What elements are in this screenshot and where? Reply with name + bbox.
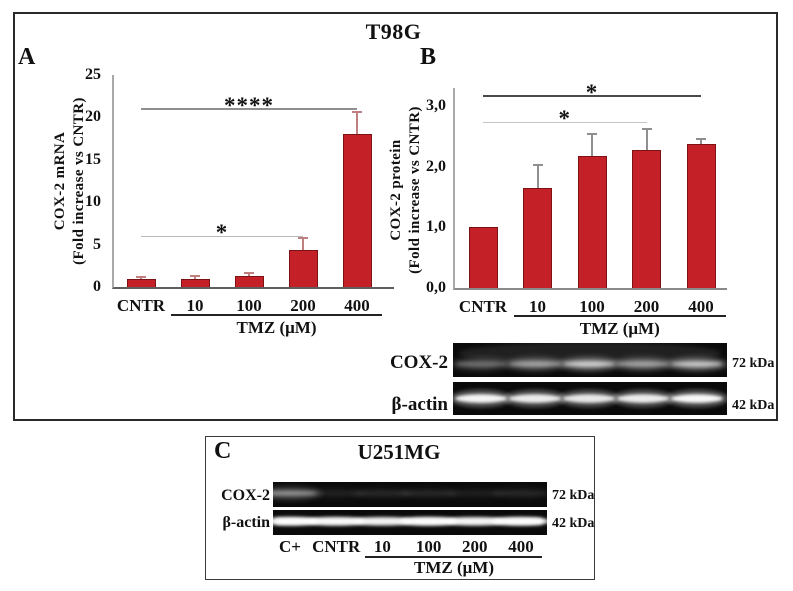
chart-B-x-tick-label-100: 100 (579, 297, 605, 316)
chart-A-error-bar-100 (248, 274, 250, 276)
chart-A-x-tick-label-400: 400 (344, 296, 370, 315)
chart-B-x-tick-label-CNTR: CNTR (458, 297, 508, 316)
chart-B-x-tick-label-400: 400 (688, 297, 714, 316)
chart-B-x-tick-label-200: 200 (633, 297, 660, 316)
u251mg-actin-kda-label: 42 kDa (552, 516, 595, 531)
chart-B-error-bar-400 (700, 140, 702, 144)
u251mg-x-axis-label: TMZ (μM) (414, 558, 494, 577)
chart-a-plot-area: 0 5 10 15 20 25 CNTR 10 100 200 400 * **** TMZ (μM) (85, 66, 394, 337)
u251mg-lane-label-10: 10 (373, 537, 391, 556)
u251mg-lane-label-400: 400 (508, 537, 534, 556)
chart-A-y-tick-label: 5 (93, 235, 101, 253)
chart-A-x-tick-label-CNTR: CNTR (116, 296, 166, 315)
chart-B-y-tick-label: 1,0 (426, 218, 446, 236)
chart-A-bar-10 (180, 278, 210, 287)
chart-B-error-bar-200 (645, 129, 648, 150)
chart-A-error-cap-CNTR (136, 275, 146, 278)
chart-A-significance-line-1 (141, 107, 357, 110)
u251mg-actin-blot-label: β-actin (222, 514, 270, 531)
chart-A-bar-200 (288, 249, 318, 287)
chart-B-error-bar-100 (591, 135, 593, 156)
chart-A-error-cap-10 (190, 274, 200, 277)
chart-A-error-cap-100 (244, 272, 254, 275)
chart-A-bar-100 (234, 275, 264, 287)
t98g-panel-title: T98G (365, 19, 422, 44)
chart-B-error-cap-10 (532, 163, 543, 166)
chart-B-error-bar-10 (536, 165, 539, 188)
chart-A-y-tick-label: 10 (85, 193, 101, 211)
chart-B-tmz-group-line (513, 315, 726, 317)
u251mg-lane-label-C+: C+ (279, 537, 301, 556)
u251mg-cox2-kda-label: 72 kDa (552, 488, 595, 503)
chart-A-error-bar-10 (194, 276, 196, 279)
chart-B-y-tick-label: 3,0 (426, 97, 446, 115)
chart-B-significance-line-0 (483, 122, 647, 124)
chart-B-bar-100 (577, 155, 607, 288)
chart-A-y-tick-label: 15 (85, 150, 101, 168)
chart-B-error-cap-200 (641, 127, 652, 130)
chart-B-y-tick-label: 0,0 (426, 279, 446, 296)
t98g-panel-box (13, 12, 778, 421)
chart-A-significance-stars-0: * (215, 219, 229, 245)
chart-A-error-bar-CNTR (140, 277, 142, 279)
blot-image (257, 482, 548, 507)
u251mg-lane-label-200: 200 (462, 537, 488, 556)
chart-B-bar-200 (632, 149, 661, 288)
t98g-blot-cox2-label: COX-2 (389, 352, 448, 373)
chart-B-error-cap-100 (587, 133, 597, 136)
blot-image (449, 382, 729, 415)
chart-B-bar-400 (686, 143, 716, 288)
blot-image (449, 342, 729, 377)
u251mg-lane-label-100: 100 (415, 537, 442, 556)
u251mg-cox2-blot-label: COX-2 (221, 487, 270, 504)
panel-label-c: C (214, 438, 232, 464)
t98g-cox2-blot (449, 342, 729, 377)
chart-A-error-cap-200 (298, 236, 308, 239)
chart-B-bar-CNTR (468, 227, 498, 288)
chart-B-error-cap-400 (696, 138, 706, 141)
chart-A-y-tick-label: 20 (85, 108, 101, 126)
chart-B-significance-line-1 (483, 94, 701, 97)
u251mg-panel-box (205, 436, 595, 580)
chart-A-y-tick-label: 0 (93, 278, 101, 295)
chart-a-y-axis-label: COX-2 mRNA (Fold increase vs CNTR) (51, 61, 89, 301)
t98g-actin-blot (449, 382, 729, 415)
chart-B-significance-stars-1: * (585, 79, 599, 105)
chart-B-x-axis-label: TMZ (μM) (579, 319, 660, 338)
u251mg-panel-title: U251MG (357, 440, 441, 464)
chart-B-y-tick-label: 2,0 (426, 157, 446, 175)
chart-A-error-cap-400 (352, 111, 362, 114)
chart-B-bar-10 (523, 188, 552, 288)
chart-B-x-tick-label-10: 10 (529, 297, 546, 316)
t98g-actin-kda-label: 42 kDa (732, 398, 775, 413)
blot-image (261, 510, 550, 535)
chart-B-significance-stars-0: * (558, 106, 571, 132)
t98g-actin-blot-label: β-actin (391, 394, 448, 415)
chart-A-tmz-group-line (171, 314, 382, 316)
u251mg-lane-label-CNTR: CNTR (312, 537, 361, 556)
panel-label-b: B (420, 44, 437, 70)
chart-a-y-axis-label-line2: (Fold increase vs CNTR) (71, 97, 87, 265)
u251mg-cox2-blot (257, 482, 548, 507)
chart-a-y-axis-label-line1: COX-2 mRNA (52, 131, 68, 231)
chart-b-plot-area: 0,0 1,0 2,0 3,0 CNTR 10 100 200 400 * * TMZ (μM) (426, 81, 727, 338)
u251mg-actin-blot (261, 510, 550, 535)
chart-A-x-tick-label-100: 100 (236, 296, 262, 315)
t98g-cox2-kda-label: 72 kDa (732, 356, 775, 371)
u251mg-tmz-group-line (365, 556, 542, 558)
chart-A-error-bar-400 (356, 113, 358, 135)
chart-A-significance-line-0 (141, 235, 303, 237)
chart-A-x-axis-label: TMZ (μM) (236, 318, 317, 337)
chart-A-x-tick-label-200: 200 (290, 296, 316, 315)
panel-label-a: A (18, 44, 36, 70)
chart-A-bar-CNTR (126, 278, 156, 287)
chart-A-y-tick-label: 25 (85, 66, 101, 83)
chart-A-error-bar-200 (302, 238, 304, 250)
chart-A-x-tick-label-10: 10 (186, 296, 204, 315)
chart-A-bar-400 (342, 134, 372, 287)
chart-b-y-axis-label-line1: COX-2 protein (388, 139, 404, 241)
chart-A-significance-stars-1: **** (224, 92, 274, 118)
